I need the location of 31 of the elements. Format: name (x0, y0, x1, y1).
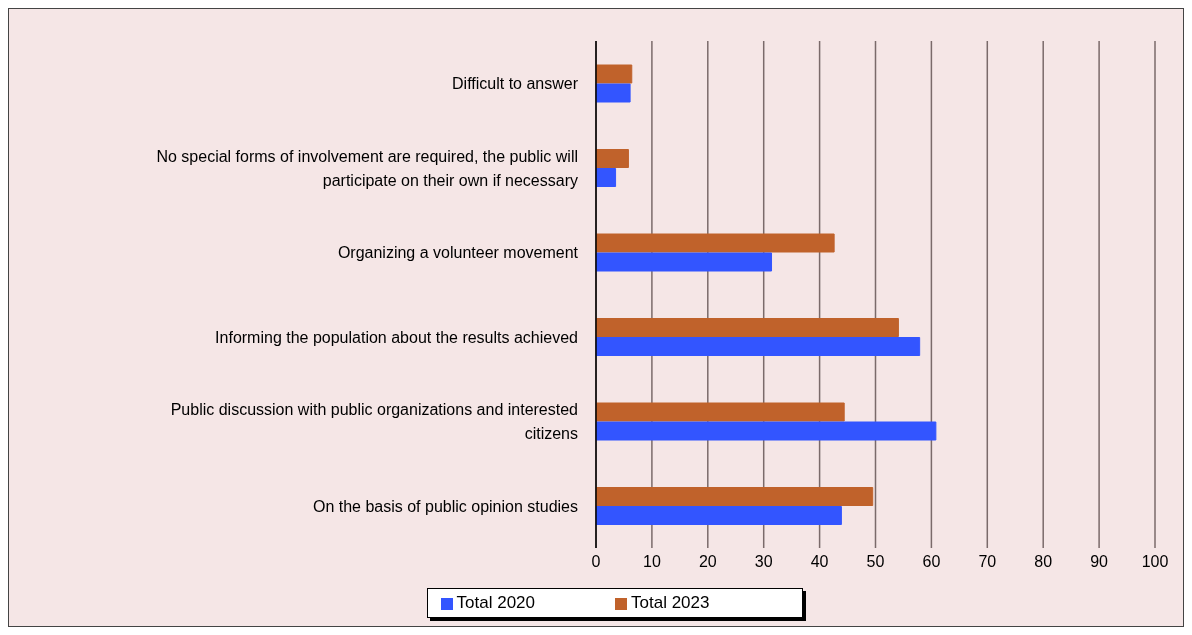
y-tick-label: On the basis of public opinion studies (312, 497, 578, 515)
x-tick-label: 0 (591, 553, 601, 571)
legend-label: Total 2020 (456, 593, 535, 612)
bar (596, 83, 631, 103)
bar (596, 64, 633, 84)
x-tick-label: 40 (810, 553, 829, 571)
x-tick-label: 80 (1034, 553, 1053, 571)
y-tick-label: Difficult to answer (452, 74, 579, 92)
legend-label: Total 2023 (631, 593, 710, 612)
bar (596, 421, 937, 441)
bar (596, 506, 842, 525)
bar (596, 252, 773, 272)
bar (596, 337, 921, 356)
x-tick-label: 60 (922, 553, 941, 571)
bar (596, 168, 617, 187)
y-tick-label: No special forms of involvement are required, the public will participate on their own if necessary (156, 147, 578, 189)
y-tick-label: Organizing a volunteer movement (337, 243, 579, 261)
x-tick-label: 10 (643, 553, 661, 571)
x-tick-label: 90 (1090, 553, 1109, 571)
bar (596, 402, 845, 422)
y-tick-label: Public discussion with public organizations and interested citizens (170, 400, 578, 442)
y-tick-label: Informing the population about the results achieved (215, 328, 578, 346)
bar (596, 318, 899, 337)
bar (596, 487, 874, 506)
x-tick-label: 70 (978, 553, 997, 571)
x-tick-label: 30 (754, 553, 773, 571)
bar (596, 233, 835, 253)
x-tick-label: 20 (698, 553, 717, 571)
x-tick-label: 50 (866, 553, 885, 571)
bar (596, 149, 629, 168)
x-tick-label: 100 (1141, 553, 1169, 571)
